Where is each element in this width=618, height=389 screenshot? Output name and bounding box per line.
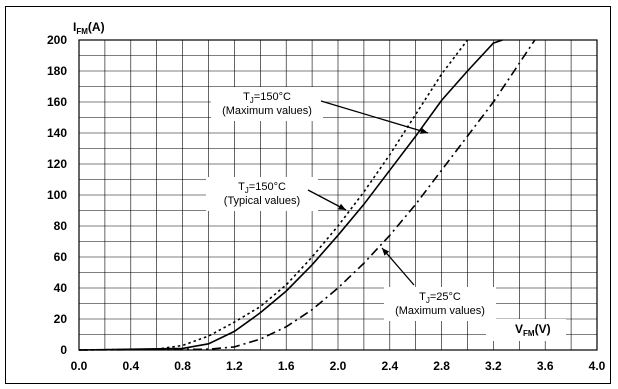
y-tick-label: 0 [60,343,67,357]
y-tick-label: 160 [47,95,67,109]
x-tick-label: 1.6 [278,359,295,373]
y-axis-label: IFM(A) [73,20,105,36]
x-tick-label: 3.6 [537,359,554,373]
x-tick-label: 0.0 [71,359,88,373]
x-tick-label: 0.8 [174,359,191,373]
x-axis-label: VFM(V) [515,322,551,338]
x-tick-label: 2.4 [381,359,398,373]
plot-border [78,39,598,351]
annotation-label: TJ=25°C [419,291,461,305]
y-tick-label: 80 [54,219,68,233]
x-tick-label: 1.2 [226,359,243,373]
annotation-note: (Maximum values) [395,305,485,317]
annotation-label: TJ=150°C [243,91,291,105]
x-axis-label-bg [486,319,566,341]
y-tick-label: 100 [47,188,67,202]
y-tick-label: 20 [54,312,68,326]
x-tick-label: 3.2 [485,359,502,373]
y-tick-labels: 0 20 40 60 80 100 120 140 160 180 200 [47,33,67,357]
y-tick-label: 180 [47,64,67,78]
curve-solid [78,39,503,351]
x-tick-label: 2.0 [330,359,347,373]
x-tick-label: 4.0 [589,359,606,373]
annotation-label: TJ=150°C [238,181,286,195]
y-tick-label: 140 [47,126,67,140]
curve-dotted [78,39,469,351]
arrow-head [382,248,390,256]
annotation-bg [206,177,318,211]
y-tick-label: 60 [54,250,68,264]
x-tick-label: 2.8 [433,359,450,373]
y-tick-label: 40 [54,281,68,295]
y-tick-label: 120 [47,157,67,171]
arrow-head [338,203,346,210]
x-tick-labels: 0.0 0.4 0.8 1.2 1.6 2.0 2.4 2.8 3.2 3.6 4.0 [71,359,606,373]
annotation-pointer [320,100,429,134]
y-tick-label: 200 [47,33,67,47]
annotation-note: (Maximum values) [222,105,312,117]
annotation-note: (Typical values) [224,195,300,207]
grid [78,39,598,351]
chart-frame [5,6,611,384]
annotation-bg [384,287,496,321]
curve-dashdot [78,39,536,351]
arrow-head [420,127,428,134]
annotation-pointer [381,247,415,286]
annotations: TJ=150°C(Typical values)TJ=150°C(Maximum… [206,87,496,321]
curves [78,39,536,351]
x-tick-label: 0.4 [122,359,139,373]
annotation-bg [211,87,323,121]
